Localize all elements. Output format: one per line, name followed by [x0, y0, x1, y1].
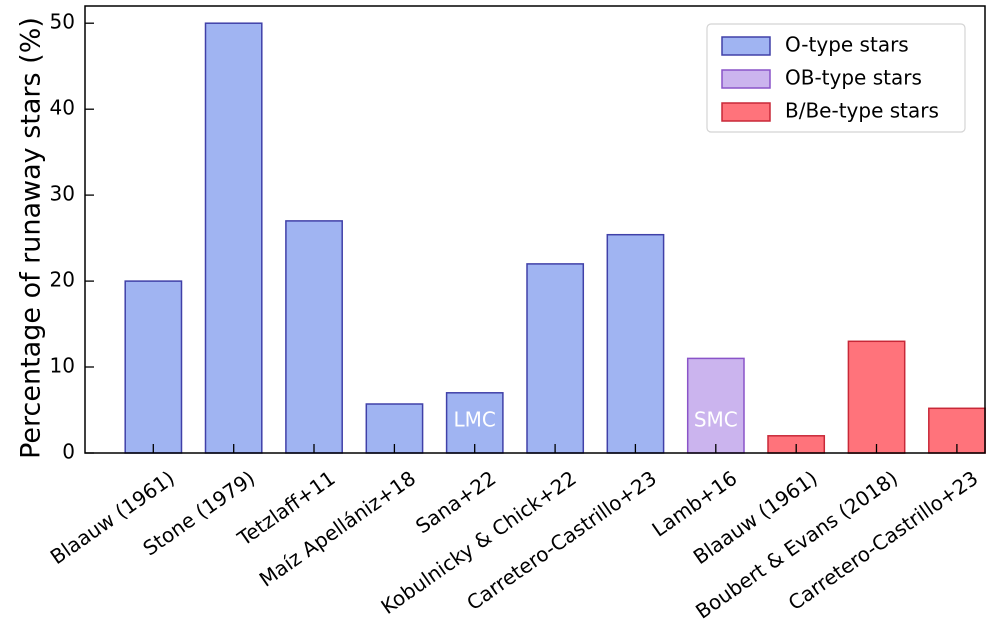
y-tick-label: 50 — [50, 10, 75, 34]
y-axis-label: Percentage of runaway stars (%) — [16, 17, 47, 459]
legend-label: B/Be-type stars — [785, 99, 939, 123]
y-tick-label: 40 — [50, 96, 75, 120]
legend-swatch — [721, 102, 771, 122]
bar-annotation: LMC — [454, 408, 496, 432]
legend-label: O-type stars — [785, 33, 909, 57]
bar — [285, 220, 343, 454]
bar-annotation: SMC — [694, 408, 738, 432]
y-tick-label: 10 — [50, 354, 75, 378]
legend-label: OB-type stars — [785, 66, 922, 90]
x-axis: Blaauw (1961)Stone (1979)Tetzlaff+11Maíz… — [46, 444, 982, 624]
y-axis: 0 10 20 30 40 50 — [50, 10, 94, 464]
y-tick-label: 0 — [62, 440, 75, 464]
bar — [526, 263, 585, 454]
legend-box — [706, 23, 966, 133]
plot-frame — [84, 5, 986, 454]
bar — [606, 233, 665, 454]
y-tick-label: 20 — [50, 268, 75, 292]
bars — [124, 22, 986, 454]
legend-swatch — [721, 36, 771, 56]
bar — [847, 340, 906, 454]
y-tick-label: 30 — [50, 182, 75, 206]
bar — [204, 22, 263, 454]
legend-swatch — [721, 69, 771, 89]
bar — [124, 280, 183, 454]
bar-annotations: LMC SMC — [454, 408, 738, 432]
legend: O-type stars OB-type stars B/Be-type stars — [706, 23, 966, 133]
bar — [686, 357, 745, 454]
